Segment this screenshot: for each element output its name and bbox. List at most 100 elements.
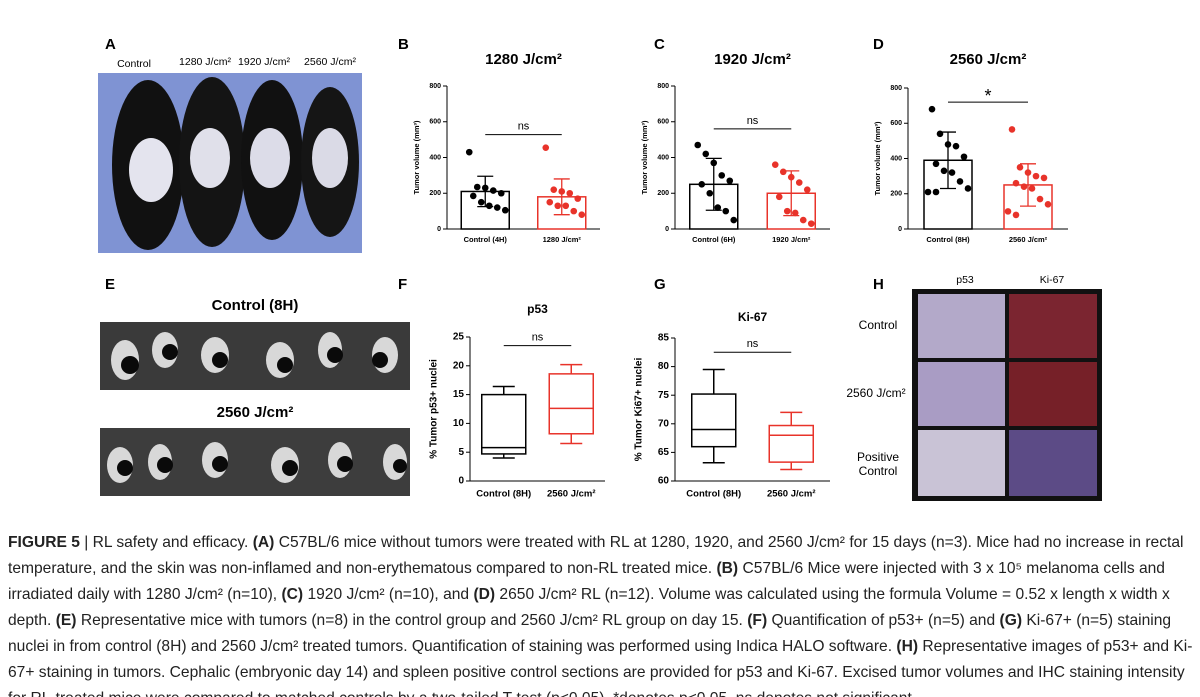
caption-segment: (G)	[999, 612, 1023, 629]
data-point	[936, 130, 944, 138]
data-point	[932, 188, 940, 196]
y-tick-label: 70	[658, 418, 670, 429]
data-point	[791, 209, 799, 217]
data-point	[485, 202, 493, 210]
data-point	[952, 142, 960, 150]
data-point	[574, 195, 582, 202]
data-point	[465, 148, 473, 156]
caption-segment: C57BL/6 mice without tumors were treated…	[8, 534, 1184, 577]
significance-label: ns	[747, 338, 759, 350]
caption-segment: 1920 J/cm² (n=10), and	[303, 586, 474, 603]
y-tick-label: 25	[453, 332, 465, 343]
y-tick-label: 75	[658, 390, 670, 401]
data-point	[1044, 201, 1052, 208]
x-tick-label: 2560 J/cm²	[767, 489, 816, 500]
data-point	[698, 181, 706, 188]
data-point	[546, 198, 554, 206]
data-point	[960, 153, 968, 161]
data-point	[783, 207, 791, 215]
photo-label: 2560 J/cm²	[304, 56, 356, 68]
box	[548, 373, 594, 435]
caption-segment: | RL safety and efficacy.	[79, 534, 253, 551]
data-point	[542, 144, 550, 151]
whisker-min	[702, 446, 725, 464]
data-point	[702, 150, 710, 158]
data-point	[787, 173, 795, 181]
data-point	[730, 216, 738, 224]
chart: Ki-67 60 65 70 75 80 85 % Tumor Ki67+ nuclei Con…	[634, 310, 830, 500]
data-point	[1008, 126, 1016, 133]
column-label: Ki-67	[1040, 274, 1065, 286]
data-point	[1020, 183, 1028, 190]
caption-segment: (C)	[281, 586, 304, 603]
photo-label: Control	[117, 58, 151, 70]
caption-segment: Representative images of p53+ and Ki-67+…	[8, 638, 1193, 697]
panel-label: F	[398, 276, 407, 293]
caption: FIGURE 5 | RL safety and efficacy. (A) C…	[8, 530, 1194, 697]
photo-label: Control (8H)	[212, 297, 299, 314]
panel-label: H	[873, 276, 884, 293]
y-tick-label: 0	[665, 226, 669, 233]
data-point	[1036, 195, 1044, 203]
caption-segment: (A)	[252, 534, 275, 551]
data-point	[570, 207, 578, 215]
data-point	[799, 216, 807, 224]
data-point	[1012, 179, 1020, 187]
box	[768, 424, 814, 463]
caption-segment: 2650 J/cm² RL (n=12). Volume was calcula…	[8, 586, 1170, 629]
whisker-min	[492, 453, 515, 459]
y-tick-label: 400	[890, 155, 902, 162]
row-label: Positive Control	[856, 450, 900, 478]
data-point	[944, 141, 952, 148]
y-tick-label: 400	[657, 154, 669, 161]
y-axis-label: Tumor volume (mm³)	[640, 120, 649, 195]
caption-segment: (H)	[896, 638, 919, 655]
panel-label: A	[105, 36, 116, 53]
data-point	[771, 161, 779, 168]
photo-e	[100, 322, 410, 496]
x-tick-label: Control (8H)	[686, 489, 741, 500]
data-point	[1024, 169, 1032, 176]
x-tick-label: Control (4H)	[464, 235, 508, 244]
data-point	[1028, 185, 1036, 192]
data-point	[714, 204, 722, 211]
data-point	[795, 179, 803, 186]
box	[481, 393, 527, 455]
caption-segment: Quantification of p53+ (n=5) and	[767, 612, 1000, 629]
data-point	[501, 206, 509, 214]
data-point	[497, 189, 505, 197]
y-axis-label: Tumor volume (mm³)	[412, 120, 421, 195]
panel-label: D	[873, 36, 884, 53]
y-axis-label: % Tumor Ki67+ nuclei	[634, 358, 645, 462]
chart-title: 1280 J/cm²	[485, 51, 562, 68]
significance-label: ns	[747, 115, 759, 127]
whisker-max	[702, 368, 725, 395]
data-point	[779, 168, 787, 176]
caption-segment: Ki-67+ (n=5) staining nuclei in from con…	[8, 612, 1172, 655]
significance-label: ns	[532, 332, 544, 344]
caption-segment: C57BL/6 Mice were injected with 3 x 10⁵ …	[8, 560, 1165, 603]
chart-title: 2560 J/cm²	[950, 51, 1027, 68]
y-tick-label: 200	[890, 191, 902, 198]
x-tick-label: Control (8H)	[926, 235, 970, 244]
caption-segment: FIGURE 5	[8, 534, 80, 551]
data-point	[807, 220, 815, 227]
photo-label: 2560 J/cm²	[217, 404, 294, 421]
caption-segment: (D)	[473, 586, 496, 603]
data-point	[1040, 174, 1048, 182]
chart-title: 1920 J/cm²	[714, 51, 791, 68]
y-tick-label: 400	[429, 154, 441, 161]
y-tick-label: 85	[658, 333, 670, 344]
data-point	[481, 184, 489, 192]
y-tick-label: 800	[429, 83, 441, 90]
data-point	[562, 202, 570, 210]
data-point	[469, 192, 477, 200]
chart-title: Ki-67	[738, 310, 768, 324]
caption-segment: (F)	[747, 612, 768, 629]
data-point	[722, 207, 730, 215]
data-point	[477, 198, 485, 206]
data-point	[1012, 211, 1020, 219]
data-point	[940, 167, 948, 175]
y-tick-label: 65	[658, 447, 670, 458]
data-point	[493, 204, 501, 211]
